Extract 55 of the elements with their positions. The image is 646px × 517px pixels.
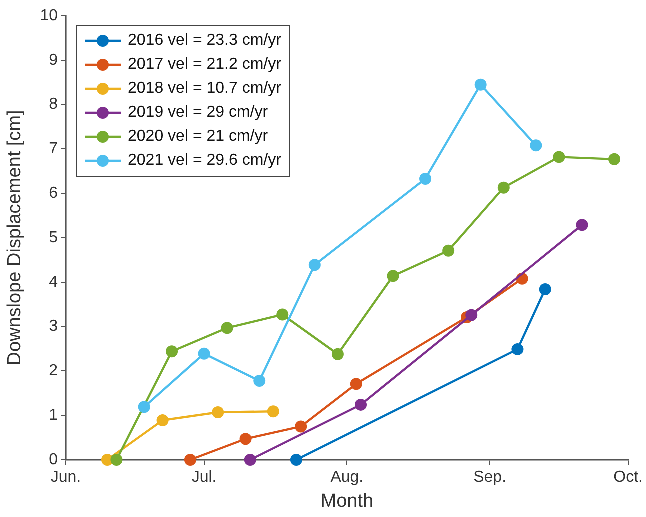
legend-label: 2018 vel = 10.7 cm/yr — [128, 80, 282, 98]
y-tick-label: 8 — [49, 96, 58, 114]
y-axis-title: Downslope Displacement [cm] — [4, 110, 26, 366]
point — [212, 406, 224, 418]
point — [332, 348, 344, 360]
point — [512, 343, 524, 356]
legend-label: 2017 vel = 21.2 cm/yr — [128, 56, 282, 74]
point — [466, 309, 478, 322]
x-axis-title: Month — [320, 490, 374, 512]
y-tick-label: 9 — [49, 52, 58, 69]
point — [295, 420, 308, 433]
x-tick-label: Sep. — [474, 469, 507, 486]
x-tick-label: Oct. — [614, 469, 644, 486]
point — [553, 151, 566, 164]
point — [156, 414, 169, 426]
point — [221, 322, 234, 334]
point — [498, 182, 510, 194]
point — [138, 401, 150, 414]
legend-label: 2016 vel = 23.3 cm/yr — [128, 32, 282, 50]
point — [576, 219, 588, 232]
point — [539, 284, 552, 296]
point — [254, 374, 266, 387]
point — [290, 454, 302, 466]
y-tick-label: 5 — [49, 229, 58, 246]
point — [420, 172, 432, 185]
point — [276, 308, 289, 321]
point — [244, 454, 256, 466]
point — [267, 406, 280, 418]
point — [184, 454, 196, 466]
y-tick-label: 7 — [49, 140, 58, 158]
y-tick-label: 1 — [49, 407, 58, 424]
y-tick-label: 4 — [49, 274, 58, 291]
point — [198, 348, 210, 360]
x-tick-label: Aug. — [330, 469, 364, 486]
point — [387, 270, 400, 282]
point — [474, 78, 487, 91]
point — [354, 398, 367, 411]
y-tick-label: 10 — [40, 7, 58, 24]
point — [166, 346, 178, 358]
x-tick-label: Jun. — [50, 469, 82, 486]
legend-label: 2020 vel = 21 cm/yr — [128, 128, 268, 146]
y-tick-label: 6 — [49, 185, 58, 202]
legend-label: 2019 vel = 29 cm/yr — [128, 104, 268, 122]
y-tick-label: 0 — [49, 451, 58, 468]
point — [530, 140, 542, 152]
point — [240, 433, 252, 446]
point — [442, 244, 455, 257]
point — [110, 454, 123, 466]
y-tick-label: 3 — [49, 318, 58, 336]
point — [350, 378, 362, 390]
x-tick-label: Jul. — [192, 469, 217, 486]
point — [308, 259, 321, 272]
y-tick-label: 2 — [49, 362, 58, 380]
legend-label: 2021 vel = 29.6 cm/yr — [128, 152, 282, 170]
point — [608, 153, 621, 166]
